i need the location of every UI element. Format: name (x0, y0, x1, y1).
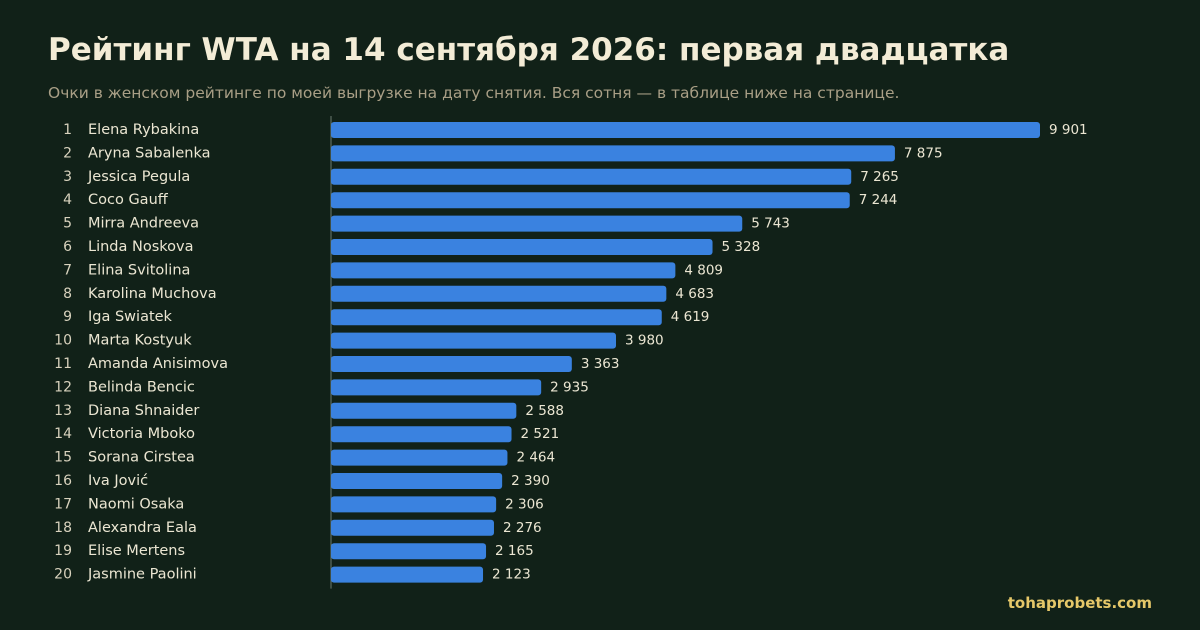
bar (331, 356, 572, 372)
chart-title: Рейтинг WTA на 14 сентября 2026: первая … (48, 32, 1010, 68)
bar (331, 402, 517, 419)
player-name-label: Belinda Bencic (88, 379, 195, 395)
bar (331, 122, 1040, 138)
bar (331, 239, 713, 255)
player-name-label: Iva Jović (88, 473, 148, 489)
player-name-label: Elina Svitolina (88, 262, 190, 278)
bar (331, 215, 743, 232)
value-label: 7 875 (904, 145, 943, 161)
rank-label: 17 (54, 496, 72, 512)
rank-label: 18 (54, 520, 72, 536)
player-name-label: Diana Shnaider (88, 403, 199, 419)
bar (331, 285, 667, 302)
rank-label: 11 (54, 356, 72, 372)
bar (331, 145, 895, 162)
rank-label: 1 (63, 122, 72, 138)
player-name-label: Coco Gauff (88, 192, 169, 208)
bar (331, 309, 662, 326)
value-label: 2 123 (492, 567, 531, 583)
rank-label: 14 (54, 426, 72, 442)
value-label: 3 980 (625, 333, 664, 349)
player-name-label: Aryna Sabalenka (88, 145, 211, 161)
rank-label: 15 (54, 450, 72, 466)
value-label: 2 165 (495, 543, 534, 559)
bar (331, 426, 512, 443)
player-name-label: Jessica Pegula (87, 169, 190, 185)
player-name-label: Elise Mertens (88, 543, 185, 559)
rank-label: 8 (63, 286, 72, 302)
value-label: 2 588 (525, 403, 564, 419)
value-label: 3 363 (581, 356, 620, 372)
value-label: 2 390 (511, 473, 550, 489)
bar (331, 543, 487, 560)
value-label: 2 521 (521, 426, 560, 442)
bar (331, 566, 484, 583)
rank-label: 20 (54, 567, 72, 583)
rank-label: 3 (63, 169, 72, 185)
value-label: 7 265 (860, 169, 899, 185)
value-label: 2 935 (550, 379, 589, 395)
value-label: 4 619 (671, 309, 710, 325)
player-name-label: Naomi Osaka (88, 496, 184, 512)
player-name-label: Linda Noskova (88, 239, 194, 255)
rank-label: 2 (63, 145, 72, 161)
bar (331, 379, 542, 396)
rank-label: 12 (54, 379, 72, 395)
rank-label: 7 (63, 262, 72, 278)
chart-subtitle: Очки в женском рейтинге по моей выгрузке… (48, 84, 900, 102)
bar (331, 332, 617, 349)
bar (331, 473, 503, 489)
value-label: 4 809 (684, 262, 723, 278)
value-label: 2 464 (516, 450, 555, 466)
rank-label: 19 (54, 543, 72, 559)
rank-label: 16 (54, 473, 72, 489)
value-label: 2 276 (503, 520, 542, 536)
bar (331, 168, 852, 185)
rank-label: 10 (54, 333, 72, 349)
rank-label: 13 (54, 403, 72, 419)
value-label: 9 901 (1049, 122, 1088, 138)
brand-watermark[interactable]: tohaprobets.com (1007, 594, 1152, 612)
rank-label: 6 (63, 239, 72, 255)
value-label: 7 244 (859, 192, 898, 208)
bar (331, 192, 850, 209)
rank-label: 4 (63, 192, 72, 208)
value-label: 4 683 (675, 286, 714, 302)
player-name-label: Karolina Muchova (88, 286, 217, 302)
player-name-label: Jasmine Paolini (87, 567, 197, 583)
bar (331, 262, 676, 279)
player-name-label: Elena Rybakina (88, 122, 199, 138)
player-name-label: Victoria Mboko (88, 426, 195, 442)
value-label: 5 328 (722, 239, 761, 255)
player-name-label: Mirra Andreeva (88, 216, 199, 232)
bar (331, 519, 494, 536)
player-name-label: Amanda Anisimova (88, 356, 228, 372)
player-name-label: Iga Swiatek (88, 309, 173, 325)
player-name-label: Sorana Cirstea (88, 450, 195, 466)
value-label: 5 743 (751, 216, 790, 232)
rank-label: 9 (63, 309, 72, 325)
bar (331, 449, 508, 466)
value-label: 2 306 (505, 496, 544, 512)
player-name-label: Marta Kostyuk (88, 333, 192, 349)
player-name-label: Alexandra Eala (88, 520, 197, 536)
rank-label: 5 (63, 216, 72, 232)
bar (331, 496, 497, 513)
